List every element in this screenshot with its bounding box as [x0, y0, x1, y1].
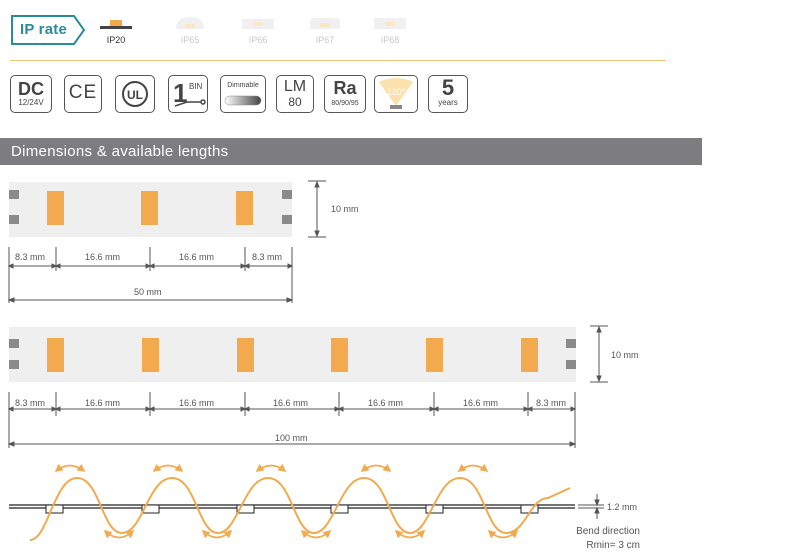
led-chip — [236, 191, 253, 225]
ip68-item: IP68 — [360, 10, 420, 50]
bend-radius-label: Rmin= 3 cm — [586, 540, 640, 551]
segment-label: 8.3 mm — [251, 252, 284, 262]
ip67-label: IP67 — [315, 35, 335, 45]
ul-mark-icon: UL — [115, 75, 155, 113]
ip67-icon — [310, 18, 340, 29]
ip20-item: IP20 — [86, 10, 146, 50]
solder-pad — [566, 360, 576, 369]
led-chip — [47, 338, 64, 372]
short-width-label: 10 mm — [331, 204, 359, 214]
section-header: Dimensions & available lengths — [0, 138, 702, 165]
solder-pad — [566, 339, 576, 348]
ip66-icon — [242, 19, 274, 29]
short-total-label: 50 mm — [134, 287, 162, 297]
ip-rate-title: IP rate — [20, 21, 67, 38]
solder-pad — [9, 360, 19, 369]
segment-label: 8.3 mm — [535, 398, 568, 408]
segment-label: 8.3 mm — [14, 252, 47, 262]
led-chip — [237, 338, 254, 372]
ip65-label: IP65 — [180, 35, 200, 45]
bin-icon: 1 BIN — [168, 75, 208, 113]
segment-label: 16.6 mm — [272, 398, 310, 408]
strip-long — [9, 327, 576, 382]
ip67-item: IP67 — [295, 10, 355, 50]
segment-label: 16.6 mm — [367, 398, 405, 408]
solder-pad — [9, 215, 19, 224]
segment-label: 16.6 mm — [84, 252, 122, 262]
segment-label: 16.6 mm — [84, 398, 122, 408]
solder-pad — [9, 339, 19, 348]
long-strip-dimension-lines — [7, 325, 608, 448]
dimmable-icon: Dimmable — [220, 75, 266, 113]
lumen-maintenance-icon: LM 80 — [276, 75, 314, 113]
ip20-icon — [100, 20, 132, 29]
warranty-icon: 5 years — [428, 75, 468, 113]
short-strip-dimension-lines — [7, 180, 326, 303]
led-chip — [331, 338, 348, 372]
segment-label: 16.6 mm — [178, 398, 216, 408]
segment-label: 8.3 mm — [14, 398, 47, 408]
long-width-label: 10 mm — [611, 350, 639, 360]
segment-label: 16.6 mm — [462, 398, 500, 408]
divider-line — [10, 60, 666, 61]
bend-diagram — [9, 463, 604, 541]
thickness-label: 1.2 mm — [607, 502, 638, 512]
beam-angle-icon: 120° — [374, 75, 418, 113]
led-chip — [521, 338, 538, 372]
cri-icon: Ra 80/90/95 — [324, 75, 366, 113]
led-chip — [141, 191, 158, 225]
ip66-label: IP66 — [248, 35, 268, 45]
bend-direction-label: Bend direction — [576, 526, 640, 537]
section-title: Dimensions & available lengths — [11, 143, 229, 160]
solder-pad — [282, 190, 292, 199]
ip20-label: IP20 — [106, 35, 126, 45]
ip65-item: IP65 — [160, 10, 220, 50]
ip68-icon — [374, 18, 406, 29]
ip-rate-badge: IP rate — [10, 14, 86, 46]
segment-label: 16.6 mm — [178, 252, 216, 262]
solder-pad — [282, 215, 292, 224]
ip68-label: IP68 — [380, 35, 400, 45]
led-chip — [426, 338, 443, 372]
ip66-item: IP66 — [228, 10, 288, 50]
led-chip — [142, 338, 159, 372]
ip65-icon — [176, 17, 204, 29]
led-chip — [47, 191, 64, 225]
ce-mark-icon: CE — [64, 75, 102, 113]
long-total-label: 100 mm — [275, 433, 308, 443]
solder-pad — [9, 190, 19, 199]
dc-voltage-icon: DC 12/24V — [10, 75, 52, 113]
